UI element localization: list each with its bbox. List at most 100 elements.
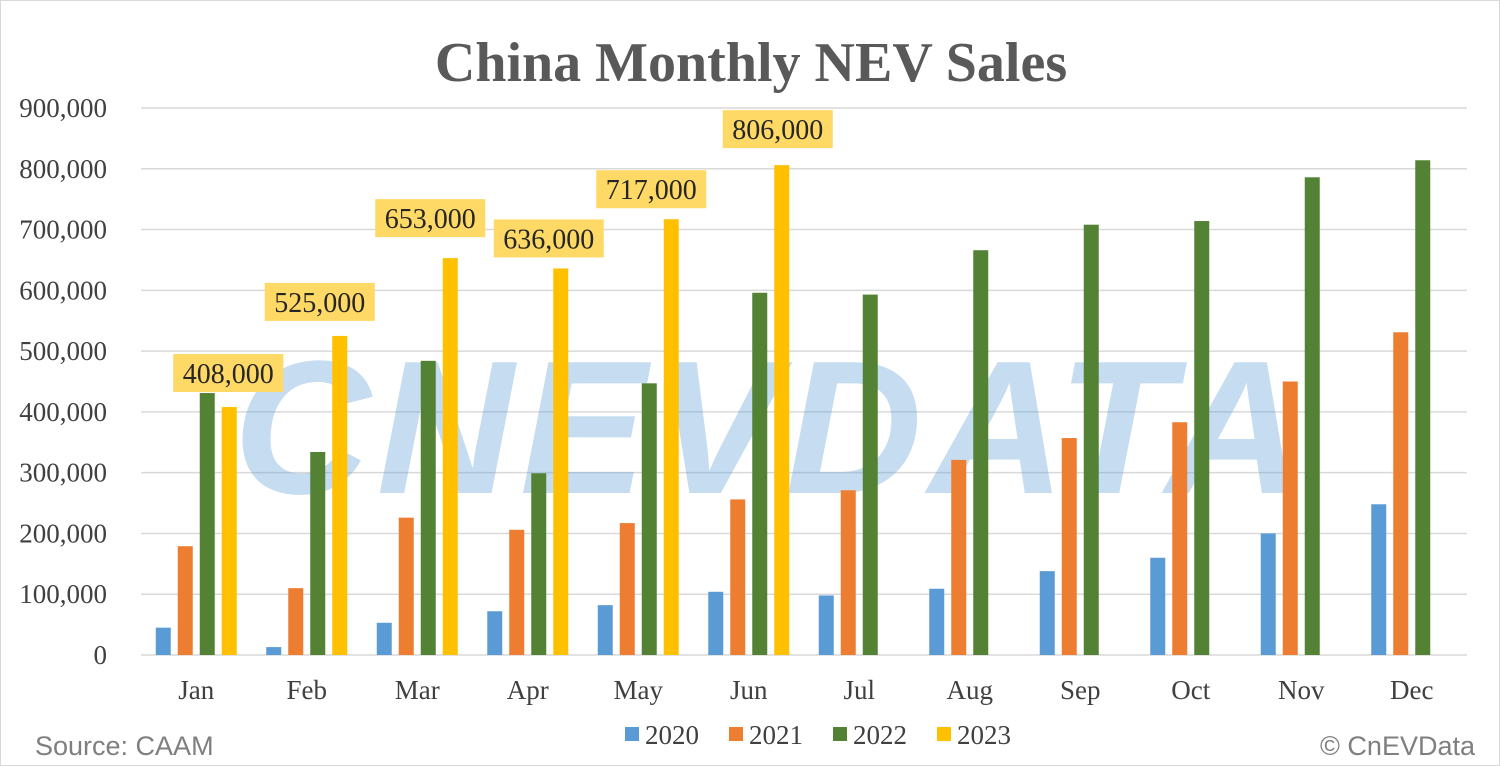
bar-2021-Nov xyxy=(1282,381,1298,655)
bar-2021-Mar xyxy=(398,517,414,655)
x-tick-label: May xyxy=(614,675,664,705)
y-tick-label: 0 xyxy=(94,640,108,670)
legend-swatch xyxy=(625,727,639,741)
data-label-Mar: 653,000 xyxy=(375,199,486,238)
legend-label: 2023 xyxy=(957,720,1011,750)
y-tick-label: 900,000 xyxy=(19,93,107,123)
data-label-Feb: 525,000 xyxy=(264,282,375,321)
x-axis-ticks: Jan Feb Mar Apr May Jun Jul Aug Sep Oct Nov Dec xyxy=(178,675,1433,705)
bar-2023-Jan xyxy=(221,407,237,655)
bar-2021-Jun xyxy=(730,499,746,655)
data-label-Jan: 408,000 xyxy=(173,354,284,393)
bar-2021-Apr xyxy=(509,529,525,655)
bar-2020-Nov xyxy=(1260,533,1276,655)
y-tick-label: 500,000 xyxy=(19,336,107,366)
bar-2022-Sep xyxy=(1083,224,1099,655)
data-label-box xyxy=(173,354,284,393)
x-tick-label: Aug xyxy=(947,675,994,705)
x-tick-label: Jan xyxy=(178,675,214,705)
bar-2023-Jun xyxy=(774,165,790,655)
data-label-box xyxy=(264,282,375,321)
bar-2020-Oct xyxy=(1150,557,1166,655)
bars xyxy=(155,160,1431,655)
legend-item-2022: 2022 xyxy=(833,720,907,750)
bar-2022-Oct xyxy=(1194,221,1210,655)
data-label-text: 806,000 xyxy=(732,115,823,146)
bar-2022-Aug xyxy=(973,250,989,655)
data-label-box xyxy=(722,110,833,149)
bar-2020-Sep xyxy=(1039,571,1055,655)
chart-title: China Monthly NEV Sales xyxy=(435,32,1067,94)
bar-2022-May xyxy=(641,383,657,655)
bar-2022-Dec xyxy=(1415,160,1431,655)
bar-2023-Apr xyxy=(553,268,569,655)
legend-label: 2021 xyxy=(749,720,803,750)
x-tick-label: Nov xyxy=(1278,675,1325,705)
bar-2020-Jul xyxy=(818,595,834,655)
legend-swatch xyxy=(833,727,847,741)
bar-2022-Nov xyxy=(1304,177,1320,655)
bar-2021-Jan xyxy=(177,546,193,655)
bar-2020-Feb xyxy=(266,647,282,655)
bar-2020-Apr xyxy=(487,611,503,655)
bar-2022-Feb xyxy=(310,452,326,655)
x-tick-label: Jun xyxy=(730,675,768,705)
data-label-box xyxy=(375,199,486,238)
bar-2022-Jun xyxy=(752,292,768,655)
y-tick-label: 100,000 xyxy=(19,579,107,609)
bar-2021-Aug xyxy=(951,459,967,655)
x-tick-label: Mar xyxy=(395,675,440,705)
bar-2022-Mar xyxy=(420,360,436,655)
bar-2021-Dec xyxy=(1393,332,1409,655)
x-tick-label: Apr xyxy=(507,675,549,705)
bar-2023-Mar xyxy=(442,258,458,655)
bar-2023-Feb xyxy=(332,335,348,655)
x-tick-label: Feb xyxy=(287,675,328,705)
data-label-text: 408,000 xyxy=(183,359,274,390)
bar-2021-Jul xyxy=(840,490,856,655)
data-label-text: 717,000 xyxy=(606,175,697,206)
data-label-Jun: 806,000 xyxy=(722,110,833,149)
data-label-May: 717,000 xyxy=(596,170,707,209)
legend-item-2020: 2020 xyxy=(625,720,699,750)
legend-swatch xyxy=(937,727,951,741)
x-tick-label: Oct xyxy=(1171,675,1210,705)
x-tick-label: Sep xyxy=(1060,675,1101,705)
legend: 2020 2021 2022 2023 xyxy=(625,720,1011,750)
y-tick-label: 800,000 xyxy=(19,154,107,184)
bar-2020-Jan xyxy=(155,627,171,655)
bar-2022-Apr xyxy=(531,473,547,655)
legend-label: 2020 xyxy=(645,720,699,750)
data-label-text: 636,000 xyxy=(503,224,594,255)
bar-2023-May xyxy=(663,219,679,655)
data-label-Apr: 636,000 xyxy=(493,219,604,258)
legend-item-2021: 2021 xyxy=(729,720,803,750)
y-tick-label: 200,000 xyxy=(19,518,107,548)
svg-text:CNEVDATA: CNEVDATA xyxy=(233,322,1308,534)
legend-item-2023: 2023 xyxy=(937,720,1011,750)
y-axis-ticks: 0 100,000 200,000 300,000 400,000 500,000 600,… xyxy=(19,93,107,670)
bar-2020-Dec xyxy=(1371,504,1387,655)
bar-2021-May xyxy=(619,523,635,655)
copyright-note: © CnEVData xyxy=(1320,731,1476,761)
y-tick-label: 700,000 xyxy=(19,215,107,245)
bar-2021-Feb xyxy=(288,588,304,655)
data-label-text: 653,000 xyxy=(385,204,476,235)
y-tick-label: 600,000 xyxy=(19,275,107,305)
legend-label: 2022 xyxy=(853,720,907,750)
bar-2021-Oct xyxy=(1172,422,1188,655)
bar-2020-Aug xyxy=(929,588,945,655)
bar-2020-Mar xyxy=(376,622,392,655)
data-label-box xyxy=(596,170,707,209)
y-tick-label: 300,000 xyxy=(19,458,107,488)
y-tick-label: 400,000 xyxy=(19,397,107,427)
data-label-text: 525,000 xyxy=(274,288,365,319)
bar-2021-Sep xyxy=(1061,438,1077,655)
bar-2022-Jul xyxy=(862,294,878,655)
data-labels: 408,000 525,000 653,000 636,000 717,000 806,0… xyxy=(173,110,833,393)
legend-swatch xyxy=(729,727,743,741)
x-tick-label: Dec xyxy=(1390,675,1433,705)
data-label-box xyxy=(493,219,604,258)
